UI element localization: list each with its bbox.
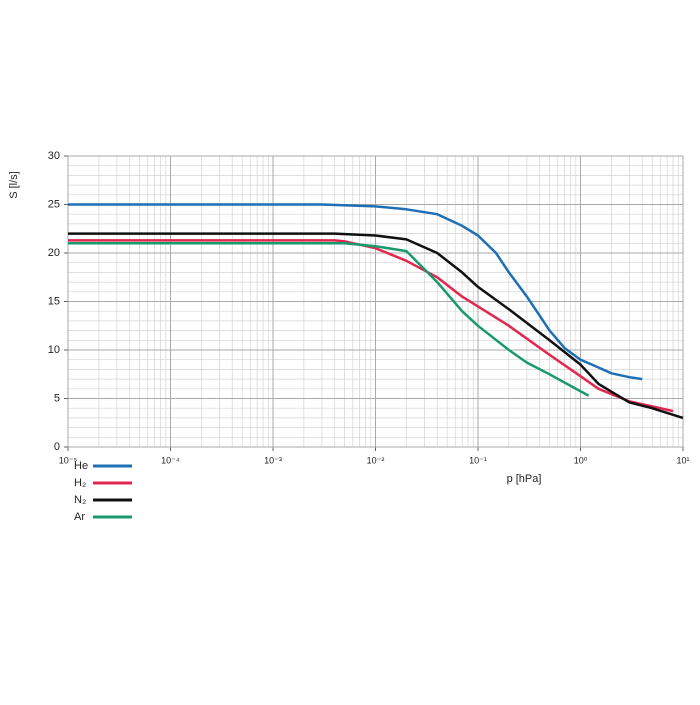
x-tick-label: 10⁻³ (264, 455, 282, 465)
y-tick-label: 15 (48, 295, 60, 307)
y-tick-label: 10 (48, 344, 60, 356)
line (68, 232, 684, 420)
x-tick-label: 10⁰ (574, 455, 588, 465)
legend-label: N₂ (74, 494, 86, 506)
legend-label: Ar (74, 511, 85, 523)
y-tick-label: 0 (54, 441, 60, 453)
x-tick-label: 10¹ (676, 455, 689, 465)
y-tick-label: 20 (48, 247, 60, 259)
x-tick-label: 10⁻⁴ (161, 455, 180, 465)
y-tick-label: 30 (48, 150, 60, 162)
y-tick-label: 5 (54, 392, 60, 404)
line (68, 203, 643, 381)
x-tick-label: 10⁻² (367, 455, 385, 465)
x-tick-label: 10⁻⁵ (59, 455, 78, 465)
x-axis-label: p [hPa] (507, 473, 542, 485)
y-axis-label: S [l/s] (8, 171, 20, 199)
y-tick-label: 25 (48, 198, 60, 210)
legend-label: H₂ (74, 477, 86, 489)
x-tick-label: 10⁻¹ (469, 455, 487, 465)
line (68, 242, 590, 397)
legend-label: He (74, 460, 88, 472)
